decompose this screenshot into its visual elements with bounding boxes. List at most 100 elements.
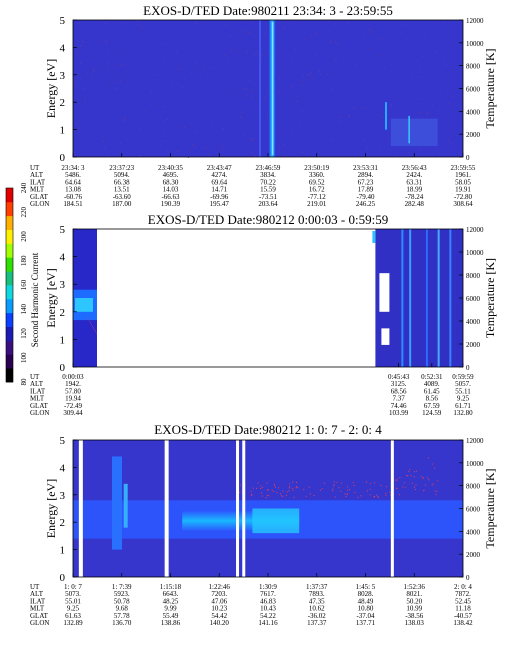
- orbit-value: 6643.: [163, 590, 179, 598]
- y-axis-label: Energy [eV]: [44, 479, 58, 538]
- spectrogram-noise: [369, 48, 371, 50]
- spectrogram-noise: [195, 22, 197, 24]
- y-tick-label: 0: [60, 152, 66, 164]
- orbit-row-label: MLT: [30, 186, 45, 194]
- orbit-value: 1: 0: 7: [64, 583, 82, 591]
- orbit-value: -79.40: [356, 193, 375, 201]
- spectrogram-noise: [97, 68, 99, 70]
- orbit-value: 1: 7:39: [112, 583, 132, 591]
- spectrogram-noise: [336, 43, 338, 45]
- spectrogram-noise: [132, 125, 134, 127]
- spectrogram-noise: [125, 119, 127, 121]
- orbit-value: 68.56: [391, 387, 407, 395]
- spectrogram-noise: [230, 50, 232, 52]
- spectrogram-gap: [78, 440, 83, 577]
- spectrogram-temperature-dot: [432, 483, 434, 485]
- orbit-value: 4274.: [211, 171, 227, 179]
- spectrogram-temperature-dot: [422, 476, 424, 478]
- spectrogram-streak: [401, 229, 404, 367]
- orbit-value: -73.51: [259, 193, 278, 201]
- spectrogram-noise: [401, 39, 403, 41]
- spectrogram-temperature-dot: [374, 482, 376, 484]
- orbit-value: 1942.: [65, 380, 81, 388]
- orbit-value: 69.52: [309, 178, 325, 186]
- spectrogram-temperature-dot: [292, 481, 294, 483]
- spectrogram-gap: [379, 273, 390, 312]
- spectrogram-noise: [73, 81, 75, 83]
- orbit-value: 190.39: [161, 200, 181, 208]
- spectrogram-noise: [396, 44, 398, 46]
- y-right-tick-label: 6000: [466, 506, 481, 514]
- orbit-value: 19.91: [455, 186, 471, 194]
- orbit-value: 1:15:18: [160, 583, 182, 591]
- orbit-value: -40.57: [454, 612, 473, 620]
- spectrogram-temperature-dot: [268, 495, 270, 497]
- orbit-value: 23:37:23: [109, 164, 134, 172]
- spectrogram-noise: [139, 129, 141, 131]
- spectrogram-temperature-dot: [250, 490, 252, 492]
- spectrogram-noise: [313, 28, 315, 30]
- orbit-value: 19.94: [65, 395, 81, 403]
- spectrogram-noise: [189, 149, 191, 151]
- spectrogram-temperature-dot: [288, 487, 290, 489]
- spectrogram-temperature-dot: [319, 489, 321, 491]
- spectrogram-noise: [250, 95, 252, 97]
- colorbar-segment: [6, 201, 13, 217]
- spectrogram-temperature-dot: [409, 469, 411, 471]
- orbit-value: 69.64: [211, 178, 227, 186]
- spectrogram-noise: [383, 66, 385, 68]
- spectrogram-temperature-dot: [252, 487, 254, 489]
- spectrogram-temperature-dot: [266, 489, 268, 491]
- spectrogram-noise: [404, 23, 406, 25]
- orbit-value: 57.78: [114, 612, 130, 620]
- spectrogram-noise: [86, 73, 88, 75]
- spectrogram-temperature-dot: [407, 475, 409, 477]
- spectrogram-noise: [265, 27, 267, 29]
- y-right-tick-label: 8000: [466, 483, 481, 491]
- spectrogram-temperature-dot: [338, 487, 340, 489]
- orbit-value: 10.62: [309, 605, 325, 613]
- spectrogram-noise: [162, 106, 164, 108]
- spectrogram-noise: [251, 152, 253, 154]
- y-right-tick-label: 12000: [466, 17, 484, 25]
- spectrogram-noise: [122, 119, 124, 121]
- orbit-value: 50.20: [406, 597, 422, 605]
- spectrogram-noise: [420, 112, 422, 114]
- spectrogram-noise: [426, 112, 428, 114]
- orbit-value: 138.86: [161, 619, 181, 627]
- spectrogram-noise: [204, 147, 206, 149]
- y-tick-label: 3: [60, 70, 66, 82]
- spectrogram-temperature-dot: [389, 491, 391, 493]
- spectrogram-temperature-dot: [257, 482, 259, 484]
- spectrogram-noise: [418, 149, 420, 151]
- spectrogram-noise: [264, 32, 266, 34]
- orbit-value: -72.49: [64, 402, 83, 410]
- spectrogram-noise: [377, 114, 379, 116]
- spectrogram-noise: [220, 146, 222, 148]
- spectrogram-temperature-dot: [347, 486, 349, 488]
- spectrogram-temperature-dot: [260, 485, 262, 487]
- spectrogram-temperature-dot: [373, 496, 375, 498]
- spectrogram-temperature-dot: [340, 490, 342, 492]
- spectrogram-noise: [228, 58, 230, 60]
- spectrogram-temperature-dot: [297, 486, 299, 488]
- spectrogram-noise: [328, 21, 330, 23]
- spectrogram-noise: [302, 84, 304, 86]
- colorbar-segment: [6, 298, 13, 314]
- orbit-value: 138.03: [405, 619, 425, 627]
- spectrogram-temperature-dot: [437, 480, 439, 482]
- orbit-row-label: UT: [30, 373, 40, 381]
- orbit-row-label: ALT: [30, 380, 44, 388]
- orbit-value: 5057.: [455, 380, 471, 388]
- orbit-value: 8021.: [406, 590, 422, 598]
- orbit-value: 1:45: 5: [356, 583, 376, 591]
- orbit-value: 63.31: [406, 178, 422, 186]
- spectrogram-temperature-dot: [333, 484, 335, 486]
- spectrogram-noise: [91, 76, 93, 78]
- orbit-row-label: GLON: [30, 409, 49, 417]
- spectrogram-noise: [84, 88, 86, 90]
- spectrogram-streak: [271, 22, 274, 155]
- spectrogram-temperature-dot: [332, 488, 334, 490]
- y-axis-label: Energy [eV]: [44, 268, 58, 327]
- spectrogram-noise: [316, 31, 318, 33]
